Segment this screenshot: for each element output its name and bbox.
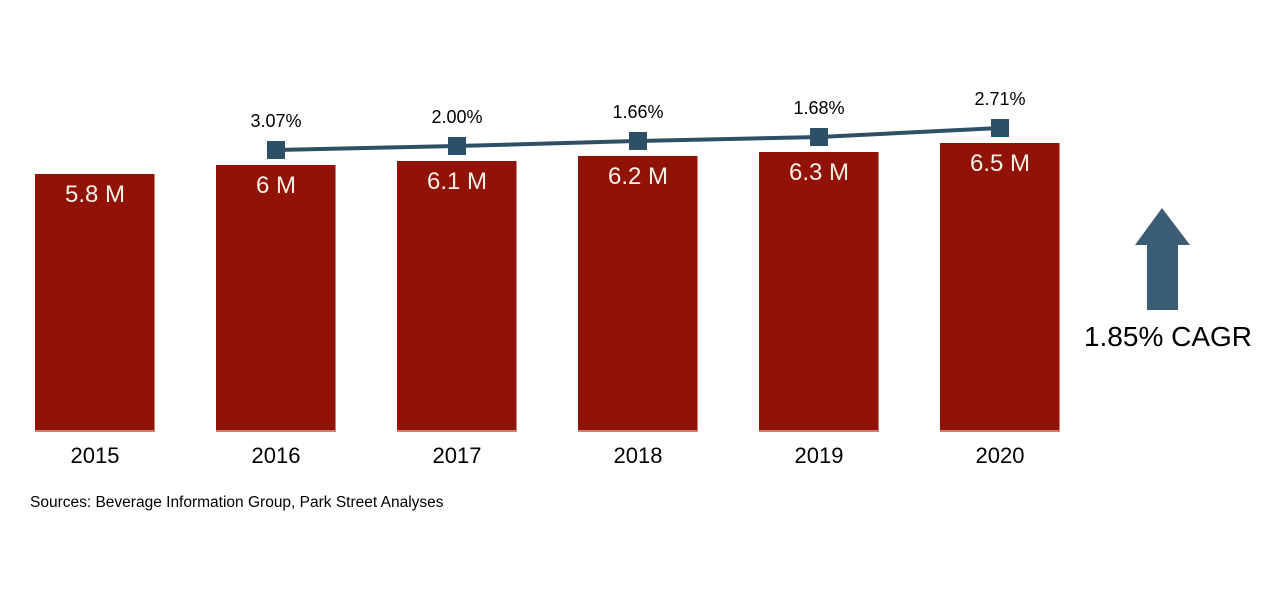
- bar-2015: [35, 174, 155, 432]
- growth-value-label-2017: 2.00%: [431, 107, 483, 127]
- bar-2019: [759, 152, 879, 432]
- year-label-2015: 2015: [70, 443, 120, 468]
- bar-2016: [216, 165, 336, 432]
- bar-value-label-2020: 6.5 M: [969, 150, 1031, 177]
- year-label-2020: 2020: [975, 443, 1025, 468]
- growth-value-label-2016: 3.07%: [250, 111, 302, 131]
- year-label-2019: 2019: [794, 443, 844, 468]
- growth-marker-2017: [448, 137, 466, 155]
- growth-marker-2019: [810, 128, 828, 146]
- growth-value-label-2019: 1.68%: [793, 98, 845, 118]
- growth-value-label-2020: 2.71%: [974, 89, 1026, 109]
- source-note: Sources: Beverage Information Group, Par…: [30, 494, 444, 511]
- growth-marker-2018: [629, 132, 647, 150]
- bar-value-label-2017: 6.1 M: [426, 168, 488, 195]
- growth-marker-2020: [991, 119, 1009, 137]
- bar-2020: [940, 143, 1060, 432]
- growth-line-markers: [267, 119, 1009, 159]
- bar-value-label-2015: 5.8 M: [64, 181, 126, 208]
- growth-value-label-2018: 1.66%: [612, 102, 664, 122]
- bar-2017: [397, 161, 517, 432]
- growth-marker-2016: [267, 141, 285, 159]
- bar-value-label-2016: 6 M: [255, 172, 296, 199]
- year-label-2018: 2018: [613, 443, 663, 468]
- year-label-2016: 2016: [251, 443, 301, 468]
- bar-value-label-2018: 6.2 M: [607, 163, 669, 190]
- cagr-label: 1.85% CAGR: [1083, 321, 1253, 352]
- bar-2018: [578, 156, 698, 432]
- up-arrow-icon: [1135, 208, 1190, 310]
- bar-value-label-2019: 6.3 M: [788, 159, 850, 186]
- year-label-2017: 2017: [432, 443, 482, 468]
